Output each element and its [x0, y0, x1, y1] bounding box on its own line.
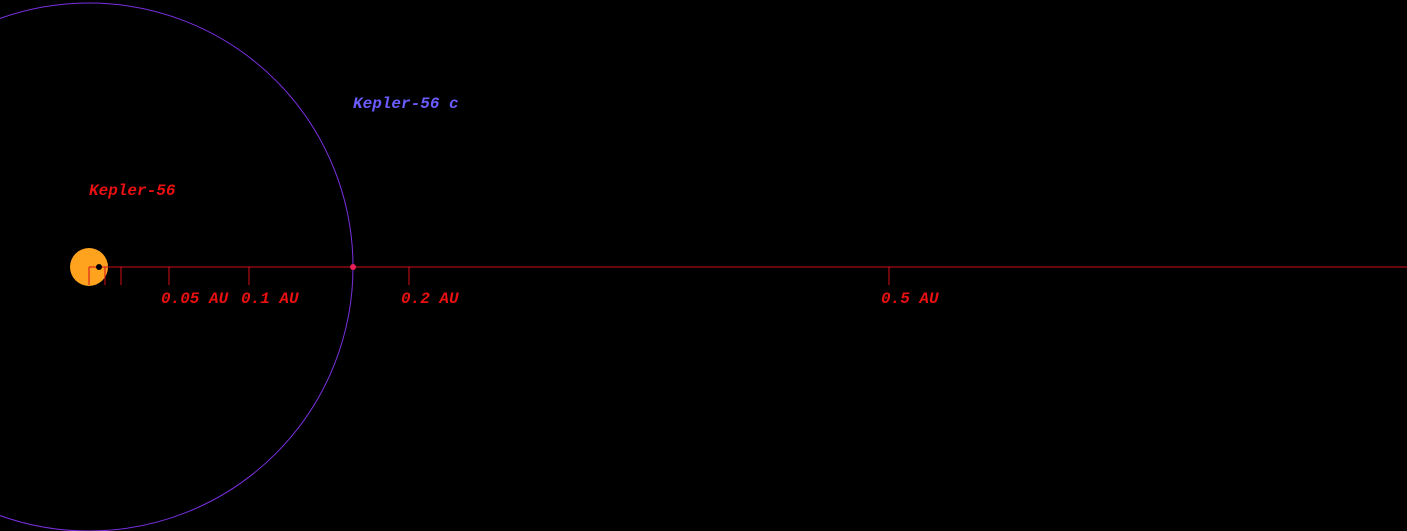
planet-label: Kepler-56 c [353, 95, 459, 113]
star-label: Kepler-56 [89, 182, 176, 200]
scale-label: 0.2 AU [401, 290, 459, 308]
scale-ticks [88, 267, 890, 285]
scale-label: 0.1 AU [241, 290, 299, 308]
barycenter [96, 264, 102, 270]
scale-label: 0.5 AU [881, 290, 939, 308]
planet [350, 264, 356, 270]
scale-label: 0.05 AU [161, 290, 229, 308]
